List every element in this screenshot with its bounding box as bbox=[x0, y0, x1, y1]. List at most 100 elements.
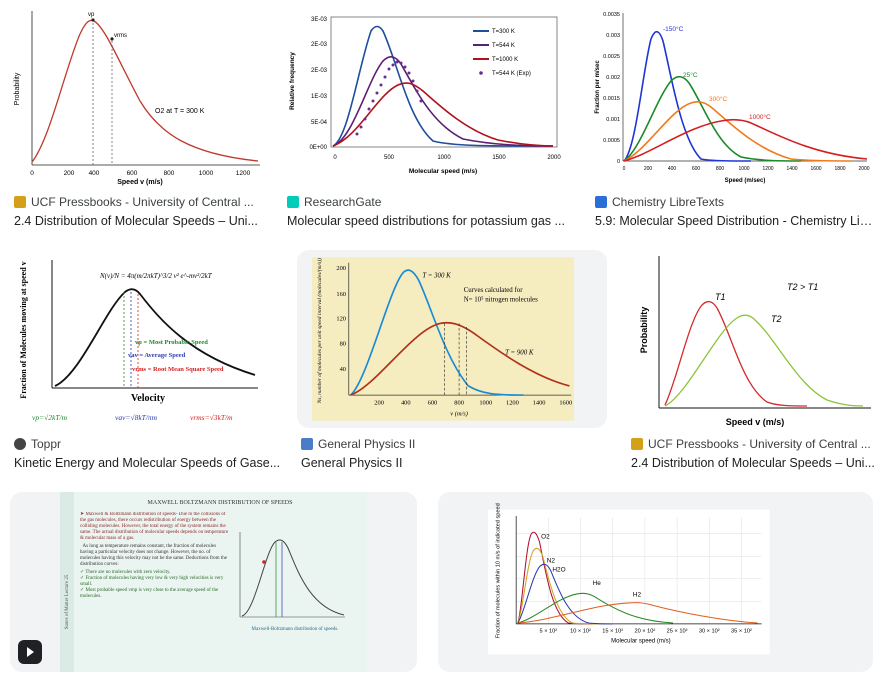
ylabel: Fraction per m/sec bbox=[595, 60, 601, 114]
ylabel: Fraction of Molecules moving at speed v bbox=[19, 261, 28, 398]
result-thumbnail-7[interactable]: States of Matter Lecture 25 MAXWELL BOLT… bbox=[10, 492, 417, 672]
x-tick: 600 bbox=[428, 399, 438, 406]
xlabel: v (m/s) bbox=[450, 410, 468, 417]
y-tick: 200 bbox=[336, 265, 346, 272]
curve-1000 bbox=[623, 118, 868, 162]
series-label: H2 bbox=[633, 591, 642, 598]
bullet: ✓ There are no molecules with zero veloc… bbox=[80, 570, 171, 575]
bullet: As long as temperature remains constant,… bbox=[80, 544, 227, 567]
x-tick: 1200 bbox=[762, 166, 773, 172]
x-tick: 1600 bbox=[810, 166, 821, 172]
result-thumbnail-6[interactable]: Probability Speed v (m/s) T1 T2 T2 > T1 bbox=[627, 250, 873, 428]
result-thumbnail-3[interactable]: Fraction per m/sec Speed (m/sec) 0 0.000… bbox=[591, 9, 873, 187]
ylabel: Ns, number of molecules per unit speed i… bbox=[316, 258, 323, 404]
flask-icon bbox=[595, 196, 607, 208]
chart-5: Ns, number of molecules per unit speed i… bbox=[312, 257, 575, 421]
y-tick: 5E-04 bbox=[311, 120, 328, 126]
x-tick: 600 bbox=[127, 170, 138, 177]
curve-t2 bbox=[664, 314, 864, 407]
xlabel: Speed v (m/s) bbox=[117, 179, 163, 186]
x-tick: 1000 bbox=[199, 170, 214, 177]
image-icon bbox=[301, 438, 313, 450]
x-tick: 1200 bbox=[506, 399, 519, 406]
source-label: ResearchGate bbox=[304, 195, 382, 209]
label-vrms: vrms = Root Mean Square Speed bbox=[132, 366, 224, 373]
curve-300 bbox=[623, 101, 852, 162]
xlabel: Speed (m/sec) bbox=[725, 178, 766, 184]
x-tick: 800 bbox=[454, 399, 464, 406]
play-video-button[interactable] bbox=[18, 640, 42, 664]
globe-icon bbox=[14, 438, 26, 450]
y-tick: 0.0035 bbox=[603, 12, 620, 18]
result-source-1[interactable]: UCF Pressbooks - University of Central .… bbox=[14, 195, 264, 209]
result-source-3[interactable]: Chemistry LibreTexts bbox=[595, 195, 875, 209]
source-label: General Physics II bbox=[318, 437, 416, 451]
legend-item: T=1000 K bbox=[492, 57, 518, 63]
ylabel: Fraction of molecules within 10 m/s of i… bbox=[495, 503, 501, 638]
x-tick: 2000 bbox=[858, 166, 869, 172]
result-source-2[interactable]: ResearchGate bbox=[287, 195, 572, 209]
result-thumbnail-1[interactable]: Probability Speed v (m/s) 0 200 400 600 … bbox=[10, 9, 263, 187]
grid bbox=[516, 517, 762, 624]
x-tick: 2000 bbox=[547, 155, 561, 161]
x-tick: 1800 bbox=[834, 166, 845, 172]
y-tick: 2E-03 bbox=[311, 68, 328, 74]
y-tick: 0E+00 bbox=[309, 145, 327, 151]
x-tick: 30 × 10² bbox=[699, 629, 720, 635]
vrms-mark: vrms bbox=[114, 33, 127, 39]
bullet: ✓ Fraction of molecules having very low … bbox=[80, 576, 224, 587]
result-thumbnail-2[interactable]: Relative frequency Molecular speed (m/s)… bbox=[283, 9, 571, 187]
chart-1: Probability Speed v (m/s) 0 200 400 600 … bbox=[10, 9, 263, 187]
result-title-5[interactable]: General Physics II bbox=[301, 456, 403, 470]
series-label: T = 900 K bbox=[505, 350, 534, 357]
result-source-6[interactable]: UCF Pressbooks - University of Central .… bbox=[631, 437, 876, 451]
y-tick: 0.0015 bbox=[603, 96, 620, 102]
result-thumbnail-8[interactable]: Fraction of molecules within 10 m/s of i… bbox=[438, 492, 873, 672]
bullet: ✓ Most probable speed vmp is very close … bbox=[80, 588, 219, 599]
x-tick: 0 bbox=[333, 155, 337, 161]
result-title-1[interactable]: 2.4 Distribution of Molecular Speeds – U… bbox=[14, 214, 258, 228]
caption: Maxwell-Boltzmann distribution of speeds… bbox=[252, 627, 339, 632]
series-label: He bbox=[593, 580, 602, 587]
curve-h2o bbox=[517, 563, 613, 625]
result-thumbnail-4[interactable]: Fraction of Molecules moving at speed v … bbox=[10, 250, 277, 428]
bullet: ➤ Maxwell & Boltzmann distribution of sp… bbox=[80, 512, 229, 541]
result-title-6[interactable]: 2.4 Distribution of Molecular Speeds – U… bbox=[631, 456, 875, 470]
result-source-5[interactable]: General Physics II bbox=[301, 437, 606, 451]
series-label: 1000°C bbox=[749, 113, 771, 121]
chart-2: Relative frequency Molecular speed (m/s)… bbox=[283, 9, 571, 187]
x-tick: 25 × 10² bbox=[667, 629, 688, 635]
result-thumbnail-5[interactable]: Ns, number of molecules per unit speed i… bbox=[297, 250, 607, 428]
series-label: 25°C bbox=[683, 71, 698, 79]
x-tick: 800 bbox=[716, 166, 725, 172]
curve-300k bbox=[350, 269, 524, 396]
chart-8: Fraction of molecules within 10 m/s of i… bbox=[488, 503, 770, 655]
result-title-3[interactable]: 5.9: Molecular Speed Distribution - Chem… bbox=[595, 214, 875, 228]
x-tick: 0 bbox=[623, 166, 626, 172]
annotation: Curves calculated for bbox=[464, 287, 524, 294]
ylabel: Relative frequency bbox=[289, 52, 296, 110]
x-tick: 1000 bbox=[437, 155, 451, 161]
chart-6: Probability Speed v (m/s) T1 T2 T2 > T1 bbox=[627, 250, 873, 428]
ylabel: Probability bbox=[14, 72, 21, 105]
researchgate-icon bbox=[287, 196, 299, 208]
series-label: T = 300 K bbox=[422, 272, 451, 279]
x-tick: 1000 bbox=[738, 166, 749, 172]
formula-vrms: vrms=√3kT/m bbox=[190, 413, 233, 422]
xlabel: Velocity bbox=[131, 393, 165, 404]
x-tick: 1400 bbox=[786, 166, 797, 172]
x-tick: 1200 bbox=[236, 170, 251, 177]
curve bbox=[54, 288, 256, 387]
source-label: UCF Pressbooks - University of Central .… bbox=[31, 195, 254, 209]
result-title-2[interactable]: Molecular speed distributions for potass… bbox=[287, 214, 565, 228]
result-title-4[interactable]: Kinetic Energy and Molecular Speeds of G… bbox=[14, 456, 281, 470]
label-vav: vav = Average Speed bbox=[128, 352, 186, 359]
curve-25 bbox=[623, 75, 802, 162]
series-label: 300°C bbox=[709, 95, 727, 103]
y-tick: 0.003 bbox=[606, 33, 620, 39]
annotation: O2 at T = 300 K bbox=[155, 108, 205, 115]
vp-mark: vp bbox=[88, 12, 95, 18]
y-tick: 2E-03 bbox=[311, 42, 328, 48]
result-source-4[interactable]: Toppr bbox=[14, 437, 279, 451]
x-tick: 0 bbox=[30, 170, 34, 177]
